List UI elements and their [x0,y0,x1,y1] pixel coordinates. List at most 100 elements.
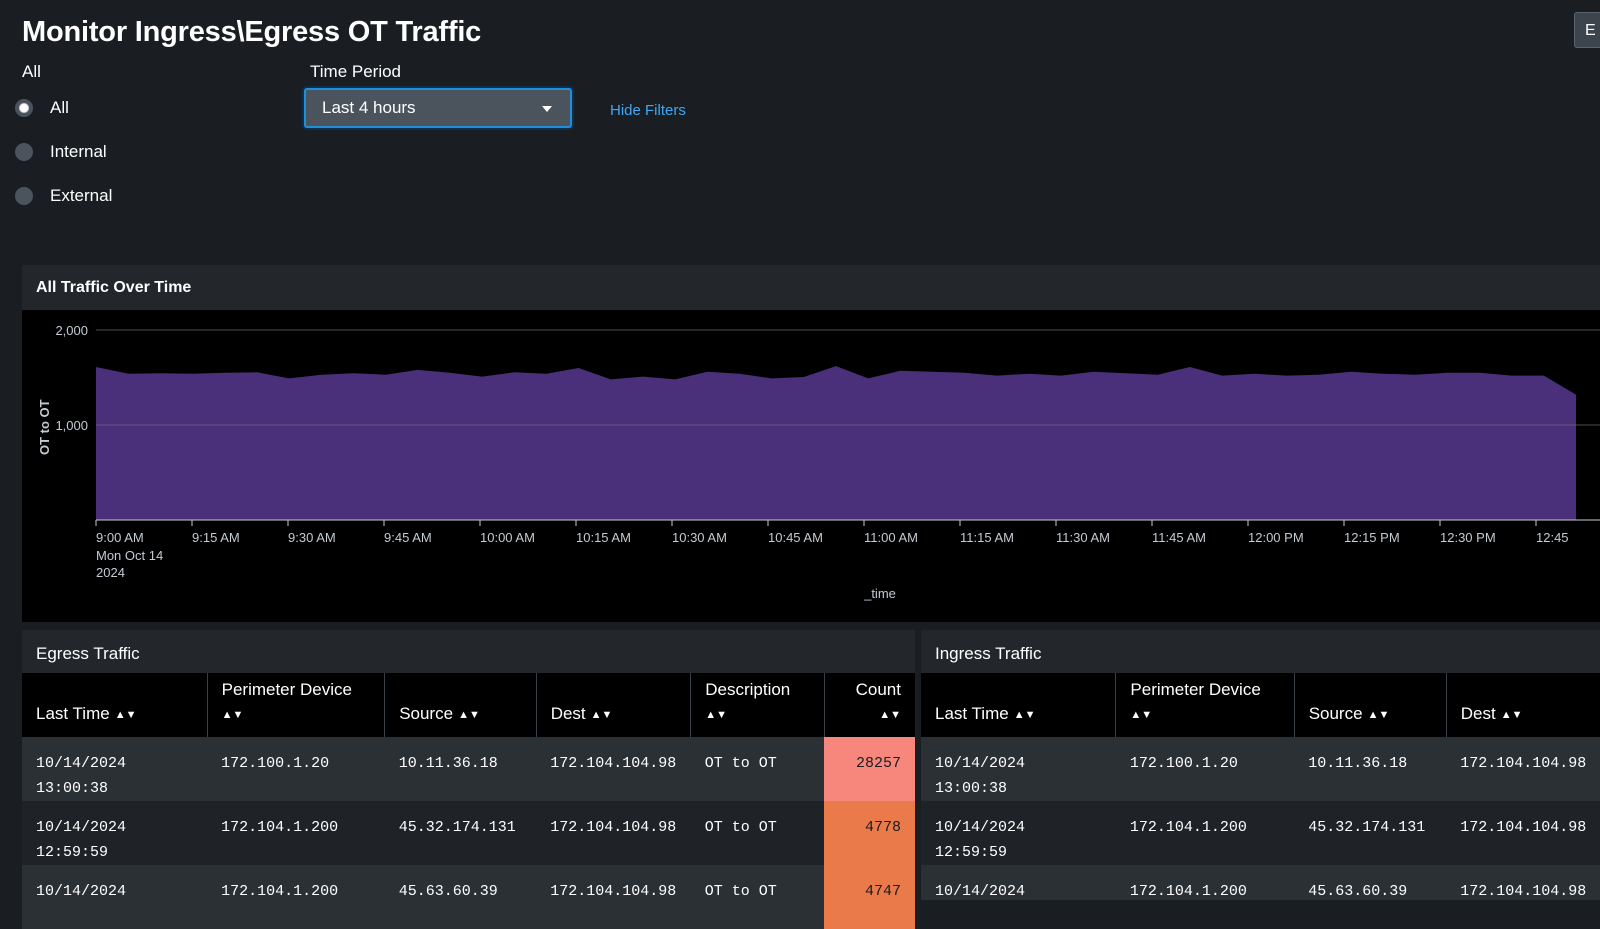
x-tick-label: 12:00 PM [1248,530,1304,545]
cell-description: OT to OT [690,801,825,865]
egress-col-label: Perimeter Device [221,680,352,700]
last-time-date: 10/14/2024 [935,755,1026,772]
last-time-clock: 12:59:59 [935,844,1008,861]
ingress-col-source[interactable]: Source ▲▼ [1294,673,1447,737]
time-period-value: Last 4 hours [322,98,416,117]
cell-dest: 172.104.104.98 [1446,865,1600,900]
sort-icon: ▲▼ [590,709,613,721]
sort-icon: ▲▼ [221,709,244,721]
time-period-dropdown[interactable]: Last 4 hours [304,88,572,128]
cell-source: 10.11.36.18 [384,737,537,801]
egress-col-count[interactable]: Count ▲▼ [824,673,915,737]
radio-option-internal[interactable]: Internal [15,142,107,162]
x-tick-label: 11:45 AM [1152,530,1206,545]
egress-col-device[interactable]: Perimeter Device ▲▼ [207,673,386,737]
radio-all-indicator[interactable] [15,99,33,117]
cell-last-time: 10/14/2024 12:59:59 [921,801,1116,865]
last-time-clock: 13:00:38 [935,780,1008,797]
x-tick-label: 9:30 AM [288,530,336,545]
x-tick-label: 11:00 AM [864,530,918,545]
table-row[interactable]: 10/14/2024 172.104.1.200 45.63.60.39 172.10… [921,865,1600,900]
radio-group-label: All [22,62,41,81]
cell-source: 45.63.60.39 [384,865,537,929]
last-time-date: 10/14/2024 [935,819,1026,836]
ingress-panel-title: Ingress Traffic [935,644,1042,663]
radio-option-all[interactable]: All [15,98,69,118]
cell-device: 172.100.1.20 [207,737,385,801]
table-row[interactable]: 10/14/2024 12:59:59 172.104.1.200 45.32.174… [22,801,915,865]
sort-icon: ▲▼ [879,709,901,721]
radio-internal-indicator[interactable] [15,143,33,161]
cell-device: 172.104.1.200 [1115,801,1295,865]
x-tick-label: 9:00 AM [96,530,144,545]
egress-col-last-time[interactable]: Last Time ▲▼ [22,673,208,737]
cell-count: 4778 [824,801,915,865]
egress-col-label: Dest [550,704,586,724]
cell-source: 45.63.60.39 [1294,865,1447,900]
egress-col-dest[interactable]: Dest ▲▼ [536,673,692,737]
egress-col-description[interactable]: Description ▲▼ [690,673,825,737]
cell-description: OT to OT [690,865,825,929]
x-tick-label: 10:30 AM [672,530,727,545]
egress-col-label: Source [399,704,454,724]
ingress-col-last-time[interactable]: Last Time ▲▼ [921,673,1117,737]
x-tick-label: 12:45 [1536,530,1569,545]
cell-device: 172.104.1.200 [207,865,385,929]
y-axis-label: OT to OT [37,399,52,455]
sort-icon: ▲▼ [1130,709,1153,721]
cell-last-time: 10/14/2024 12:59:59 [22,801,208,865]
hide-filters-link[interactable]: Hide Filters [610,102,686,119]
radio-label-external: External [50,186,113,205]
x-tick-label: 10:15 AM [576,530,631,545]
egress-col-label: Description [705,680,791,700]
x-tick-label: 12:15 PM [1344,530,1400,545]
egress-panel-title: Egress Traffic [36,644,140,663]
table-row[interactable]: 10/14/2024 172.104.1.200 45.63.60.39 172.10… [22,865,915,929]
page-title: Monitor Ingress\Egress OT Traffic [22,16,482,48]
traffic-chart: 2,000 1,000 OT to OT 9:00 AM 9:15 AM 9:30 AM 9… [22,310,1600,622]
last-time-date: 10/14/2024 [36,755,127,772]
traffic-panel-header: All Traffic Over Time [22,265,1600,310]
cell-last-time: 10/14/2024 [22,865,208,929]
cell-last-time: 10/14/2024 13:00:38 [22,737,208,801]
cell-dest: 172.104.104.98 [536,865,691,929]
radio-label-internal: Internal [50,142,107,161]
table-row[interactable]: 10/14/2024 13:00:38 172.100.1.20 10.11.36.1… [921,737,1600,801]
ingress-panel: Ingress Traffic Last Time ▲▼ Perimeter De… [921,630,1600,900]
x-tick-label: 9:45 AM [384,530,432,545]
last-time-clock: 12:59:59 [36,844,109,861]
last-time-date: 10/14/2024 [935,883,1026,900]
y-tick-label: 2,000 [55,323,88,338]
x-tick-label: 10:45 AM [768,530,823,545]
cell-device: 172.104.1.200 [207,801,385,865]
x-tick-label: 11:15 AM [960,530,1014,545]
x-tick-sublabel: 2024 [96,565,125,580]
cell-count: 4747 [824,865,915,929]
last-time-date: 10/14/2024 [36,819,127,836]
table-row[interactable]: 10/14/2024 12:59:59 172.104.1.200 45.32.174… [921,801,1600,865]
egress-col-source[interactable]: Source ▲▼ [384,673,537,737]
sort-icon: ▲▼ [114,709,137,721]
egress-panel: Egress Traffic Last Time ▲▼ Perimeter Dev… [22,630,915,929]
area-series [96,366,1576,520]
ingress-table: Last Time ▲▼ Perimeter Device ▲▼ Source ▲▼ … [921,673,1600,900]
sort-icon: ▲▼ [1367,709,1390,721]
radio-option-external[interactable]: External [15,186,112,206]
egress-col-label: Count [855,680,901,700]
ingress-col-dest[interactable]: Dest ▲▼ [1446,673,1600,737]
cell-dest: 172.104.104.98 [1446,737,1600,801]
ingress-col-device[interactable]: Perimeter Device ▲▼ [1115,673,1295,737]
table-row[interactable]: 10/14/2024 13:00:38 172.100.1.20 10.11.36.1… [22,737,915,801]
cell-dest: 172.104.104.98 [536,737,691,801]
time-period-label: Time Period [310,62,402,81]
traffic-panel-title: All Traffic Over Time [36,279,192,296]
cell-dest: 172.104.104.98 [1446,801,1600,865]
edit-button[interactable]: E [1574,12,1600,48]
x-axis-label: _time [863,586,896,601]
cell-count: 28257 [824,737,915,801]
radio-external-indicator[interactable] [15,187,33,205]
cell-description: OT to OT [690,737,825,801]
egress-col-label: Last Time [36,704,110,724]
cell-last-time: 10/14/2024 [921,865,1116,900]
